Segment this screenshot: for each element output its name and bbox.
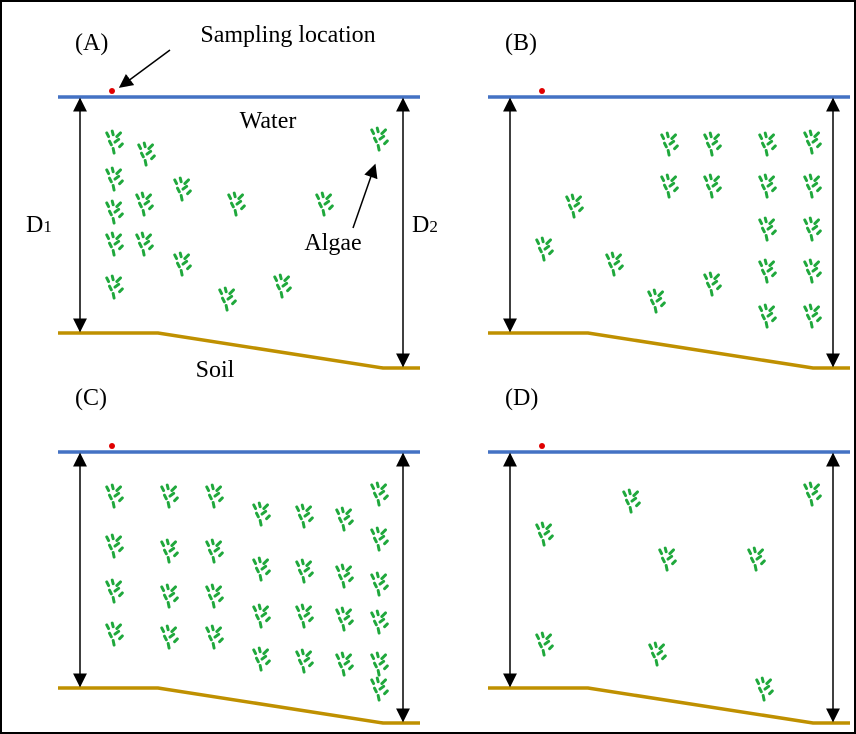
alga (105, 578, 124, 604)
d2-label: D2 (412, 212, 438, 238)
alga (273, 273, 292, 299)
alga (173, 251, 192, 277)
alga (758, 173, 777, 199)
d1-main: D (26, 212, 43, 238)
alga (160, 624, 179, 650)
alga (315, 191, 334, 217)
alga (370, 126, 389, 152)
alga (135, 191, 154, 217)
alga (252, 556, 271, 582)
panel-label: (B) (505, 30, 537, 56)
alga (335, 606, 354, 632)
alga (605, 251, 624, 277)
alga (105, 274, 124, 300)
alga (105, 483, 124, 509)
alga (703, 173, 722, 199)
alga (105, 199, 124, 225)
alga (295, 648, 314, 674)
alga (227, 191, 246, 217)
sampling-point (539, 88, 545, 94)
alga (160, 483, 179, 509)
alga (535, 631, 554, 657)
soil-bed (58, 331, 420, 370)
panels: (A) (B) (C) (D) (58, 30, 850, 725)
alga (803, 173, 822, 199)
water-label: Water (240, 108, 297, 134)
alga (803, 258, 822, 284)
alga (160, 583, 179, 609)
alga (335, 563, 354, 589)
soil-bed (58, 686, 420, 725)
alga (137, 141, 156, 167)
alga (660, 173, 679, 199)
alga (105, 231, 124, 257)
alga (660, 131, 679, 157)
sampling-arrow (118, 49, 171, 88)
alga (295, 503, 314, 529)
soil-bed (488, 686, 850, 725)
alga (703, 131, 722, 157)
alga (370, 481, 389, 507)
d2-main: D (412, 212, 429, 238)
alga (803, 481, 822, 507)
alga (205, 624, 224, 650)
alga (747, 546, 766, 572)
alga (173, 176, 192, 202)
alga (803, 216, 822, 242)
alga (370, 609, 389, 635)
d1-label: D1 (26, 212, 52, 238)
alga (565, 193, 584, 219)
alga (205, 538, 224, 564)
alga (370, 651, 389, 677)
sampling-point (109, 88, 115, 94)
alga (755, 676, 774, 702)
d1-sub: 1 (43, 217, 52, 236)
alga (648, 641, 667, 667)
algae-label: Algae (304, 230, 361, 256)
alga (803, 303, 822, 329)
alga (803, 129, 822, 155)
d2-sub: 2 (429, 217, 438, 236)
alga (135, 231, 154, 257)
alga (703, 271, 722, 297)
alga (218, 286, 237, 312)
alga (105, 129, 124, 155)
algae-arrow (352, 163, 378, 229)
alga (160, 538, 179, 564)
alga (647, 288, 666, 314)
alga (205, 483, 224, 509)
soil-label: Soil (196, 357, 235, 383)
alga (105, 621, 124, 647)
sampling-label: Sampling location (200, 22, 375, 48)
sampling-point (539, 443, 545, 449)
alga (105, 533, 124, 559)
alga (758, 303, 777, 329)
alga (758, 216, 777, 242)
soil-bed (488, 331, 850, 370)
alga (252, 603, 271, 629)
alga (205, 583, 224, 609)
alga (622, 488, 641, 514)
alga (252, 501, 271, 527)
alga (335, 651, 354, 677)
alga (295, 558, 314, 584)
alga (758, 131, 777, 157)
alga (535, 236, 554, 262)
alga (370, 526, 389, 552)
alga (335, 506, 354, 532)
alga (658, 546, 677, 572)
alga (252, 646, 271, 672)
panel-label: (A) (75, 30, 108, 56)
alga (295, 603, 314, 629)
alga (758, 258, 777, 284)
alga (535, 521, 554, 547)
sampling-point (109, 443, 115, 449)
panel-label: (C) (75, 385, 107, 411)
alga (370, 571, 389, 597)
panel-label: (D) (505, 385, 538, 411)
alga (370, 676, 389, 702)
alga (105, 166, 124, 192)
